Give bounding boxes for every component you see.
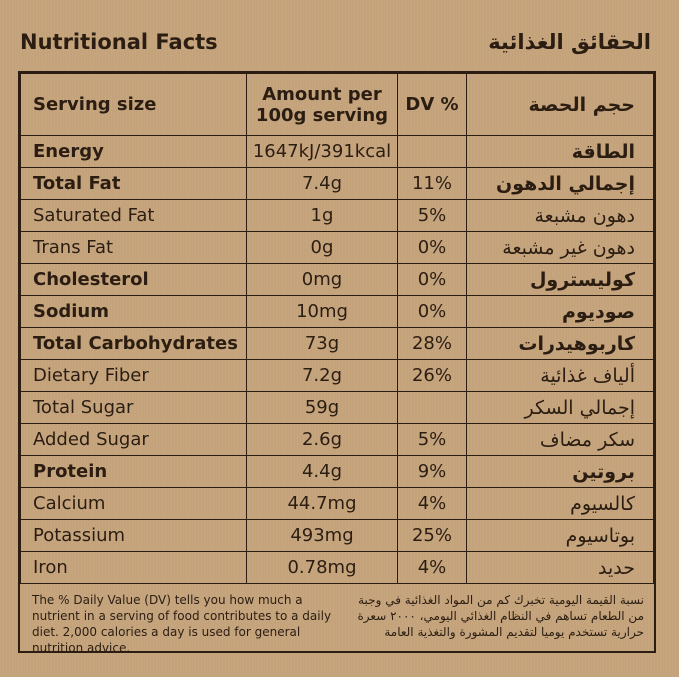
footnote-english: The % Daily Value (DV) tells you how muc… [32,593,332,655]
nutrient-name-arabic: إجمالي الدهون [466,167,654,200]
amount-value: 0mg [246,263,398,296]
nutrient-name: Iron [20,551,247,584]
nutrient-name: Sodium [20,295,247,328]
amount-value: 44.7mg [246,487,398,520]
table-row: Total Carbohydrates 73g 28% كاربوهيدرات [20,327,654,360]
dv-value: 25% [397,519,467,552]
nutrient-name: Total Carbohydrates [20,327,247,360]
nutrient-name-arabic: دهون غير مشبعة [466,231,654,264]
amount-value: 1g [246,199,398,232]
table-row: Dietary Fiber 7.2g 26% ألياف غذائية [20,359,654,392]
amount-value: 1647kJ/391kcal [246,135,398,168]
table-row: Protein 4.4g 9% بروتين [20,455,654,488]
nutrient-name: Cholesterol [20,263,247,296]
amount-value: 493mg [246,519,398,552]
amount-value: 2.6g [246,423,398,456]
amount-value: 73g [246,327,398,360]
nutrient-name: Trans Fat [20,231,247,264]
table-row: Potassium 493mg 25% بوتاسيوم [20,519,654,552]
title-english: Nutritional Facts [20,30,218,54]
nutrient-name-arabic: دهون مشبعة [466,199,654,232]
header-serving-size: Serving size [20,73,247,136]
header-dv: DV % [397,73,467,136]
nutrient-name-arabic: كالسيوم [466,487,654,520]
nutrient-name: Total Sugar [20,391,247,424]
dv-value: 4% [397,487,467,520]
table-row: Cholesterol 0mg 0% كوليسترول [20,263,654,296]
nutrient-name-arabic: الطاقة [466,135,654,168]
nutrient-name-arabic: صوديوم [466,295,654,328]
footnote: The % Daily Value (DV) tells you how muc… [20,584,654,656]
table-row: Energy 1647kJ/391kcal الطاقة [20,135,654,168]
amount-value: 59g [246,391,398,424]
dv-value: 0% [397,263,467,296]
nutrient-name-arabic: بوتاسيوم [466,519,654,552]
dv-value: 0% [397,231,467,264]
dv-value: 5% [397,199,467,232]
nutrition-table: Serving size Amount per 100g serving DV … [20,73,654,584]
dv-value: 9% [397,455,467,488]
amount-value: 7.2g [246,359,398,392]
amount-value: 7.4g [246,167,398,200]
header-amount: Amount per 100g serving [246,73,398,136]
dv-value [397,135,467,168]
nutrient-name: Added Sugar [20,423,247,456]
footnote-arabic: نسبة القيمة اليومية تخبرك كم من المواد ا… [357,593,645,639]
table-row: Saturated Fat 1g 5% دهون مشبعة [20,199,654,232]
amount-value: 0g [246,231,398,264]
nutrient-name: Dietary Fiber [20,359,247,392]
nutrient-name-arabic: بروتين [466,455,654,488]
dv-value: 26% [397,359,467,392]
nutrient-name-arabic: ألياف غذائية [466,359,654,392]
dv-value: 5% [397,423,467,456]
nutrient-name-arabic: كوليسترول [466,263,654,296]
nutrient-name-arabic: سكر مضاف [466,423,654,456]
table-row: Sodium 10mg 0% صوديوم [20,295,654,328]
dv-value: 28% [397,327,467,360]
table-row: Iron 0.78mg 4% حديد [20,551,654,584]
table-header-row: Serving size Amount per 100g serving DV … [20,73,654,136]
nutrient-name: Protein [20,455,247,488]
title-arabic: الحقائق الغذائية [488,30,651,54]
nutrient-name-arabic: حديد [466,551,654,584]
nutrient-name: Total Fat [20,167,247,200]
nutrient-name: Potassium [20,519,247,552]
table-row: Added Sugar 2.6g 5% سكر مضاف [20,423,654,456]
table-row: Trans Fat 0g 0% دهون غير مشبعة [20,231,654,264]
nutrient-name: Energy [20,135,247,168]
amount-value: 0.78mg [246,551,398,584]
dv-value [397,391,467,424]
nutrition-panel: Serving size Amount per 100g serving DV … [18,71,656,656]
table-row: Calcium 44.7mg 4% كالسيوم [20,487,654,520]
header-serving-size-arabic: حجم الحصة [466,73,654,136]
dv-value: 0% [397,295,467,328]
dv-value: 11% [397,167,467,200]
amount-value: 4.4g [246,455,398,488]
nutrient-name: Saturated Fat [20,199,247,232]
table-row: Total Sugar 59g إجمالي السكر [20,391,654,424]
nutrient-name: Calcium [20,487,247,520]
nutrient-name-arabic: كاربوهيدرات [466,327,654,360]
dv-value: 4% [397,551,467,584]
nutrient-name-arabic: إجمالي السكر [466,391,654,424]
table-row: Total Fat 7.4g 11% إجمالي الدهون [20,167,654,200]
amount-value: 10mg [246,295,398,328]
